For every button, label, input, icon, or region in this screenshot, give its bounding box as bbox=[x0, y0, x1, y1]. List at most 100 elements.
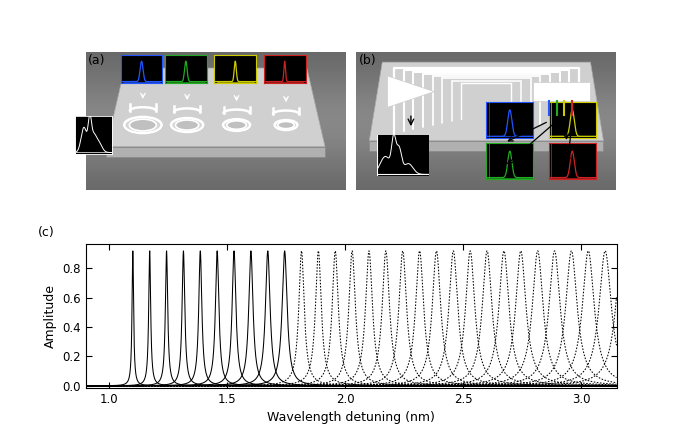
Bar bbox=[86, 103, 346, 105]
Bar bbox=[86, 61, 346, 63]
Bar bbox=[86, 122, 346, 124]
Bar bbox=[86, 106, 346, 108]
Bar bbox=[356, 133, 616, 134]
Bar bbox=[86, 87, 346, 89]
Bar bbox=[356, 169, 616, 171]
Bar bbox=[356, 187, 616, 188]
Bar bbox=[86, 112, 346, 113]
Bar bbox=[86, 105, 346, 106]
Bar bbox=[356, 96, 616, 98]
Bar bbox=[86, 160, 346, 162]
Bar bbox=[356, 52, 616, 54]
Bar bbox=[356, 122, 616, 124]
Bar bbox=[86, 52, 346, 54]
Bar bbox=[356, 98, 616, 99]
Ellipse shape bbox=[223, 119, 250, 131]
Bar bbox=[86, 89, 346, 91]
Bar bbox=[356, 89, 616, 91]
Bar bbox=[86, 65, 346, 66]
Bar bbox=[356, 73, 616, 75]
Bar bbox=[356, 166, 616, 167]
Bar bbox=[86, 94, 346, 96]
Bar bbox=[86, 187, 346, 188]
Bar bbox=[356, 54, 616, 56]
Bar bbox=[86, 148, 346, 150]
Bar bbox=[356, 56, 616, 58]
Bar bbox=[356, 87, 616, 89]
Bar bbox=[86, 143, 346, 145]
Ellipse shape bbox=[123, 118, 163, 135]
Bar bbox=[356, 129, 616, 131]
Bar bbox=[86, 180, 346, 181]
Bar bbox=[86, 82, 346, 84]
Bar bbox=[356, 126, 616, 127]
Bar bbox=[86, 188, 346, 190]
Bar bbox=[356, 185, 616, 187]
Text: (a): (a) bbox=[88, 54, 105, 67]
Bar bbox=[86, 85, 346, 87]
Bar bbox=[356, 70, 616, 72]
Bar bbox=[86, 101, 346, 103]
Ellipse shape bbox=[170, 119, 205, 133]
Ellipse shape bbox=[277, 122, 295, 129]
Bar bbox=[86, 63, 346, 65]
Bar bbox=[356, 180, 616, 181]
Bar bbox=[86, 134, 346, 136]
Bar bbox=[356, 72, 616, 73]
Bar bbox=[356, 78, 616, 80]
Bar bbox=[86, 51, 346, 52]
Bar bbox=[356, 75, 616, 77]
Bar bbox=[86, 173, 346, 174]
Bar bbox=[86, 157, 346, 159]
Bar bbox=[86, 75, 346, 77]
Bar bbox=[86, 126, 346, 127]
Bar bbox=[356, 112, 616, 113]
Bar bbox=[356, 164, 616, 166]
Bar bbox=[356, 59, 616, 61]
Bar bbox=[356, 94, 616, 96]
Bar bbox=[86, 59, 346, 61]
Bar bbox=[356, 153, 616, 155]
Bar bbox=[86, 66, 346, 68]
Bar bbox=[356, 183, 616, 185]
Bar bbox=[86, 136, 346, 138]
Bar bbox=[356, 173, 616, 174]
Bar bbox=[356, 140, 616, 141]
Ellipse shape bbox=[275, 120, 297, 130]
Bar bbox=[86, 167, 346, 169]
Bar bbox=[356, 66, 616, 68]
Bar bbox=[356, 148, 616, 150]
Bar bbox=[356, 124, 616, 126]
Bar bbox=[86, 92, 346, 94]
Bar bbox=[356, 146, 616, 148]
Bar bbox=[86, 171, 346, 173]
Bar bbox=[86, 183, 346, 185]
Bar bbox=[356, 136, 616, 138]
Bar bbox=[356, 84, 616, 85]
Polygon shape bbox=[388, 76, 434, 107]
Bar bbox=[356, 82, 616, 84]
Bar bbox=[356, 113, 616, 115]
Bar bbox=[86, 131, 346, 133]
Bar bbox=[356, 145, 616, 146]
Bar bbox=[356, 106, 616, 108]
Text: (c): (c) bbox=[38, 226, 55, 239]
Bar bbox=[86, 127, 346, 129]
Polygon shape bbox=[106, 68, 325, 146]
Bar bbox=[86, 141, 346, 143]
Bar bbox=[86, 117, 346, 119]
Ellipse shape bbox=[273, 121, 299, 131]
Y-axis label: Amplitude: Amplitude bbox=[44, 284, 57, 348]
Ellipse shape bbox=[129, 119, 156, 131]
Bar bbox=[356, 141, 616, 143]
Bar bbox=[86, 96, 346, 98]
Bar bbox=[356, 105, 616, 106]
Bar bbox=[86, 181, 346, 183]
Bar bbox=[356, 171, 616, 173]
Bar bbox=[86, 54, 346, 56]
Bar bbox=[356, 80, 616, 82]
Ellipse shape bbox=[124, 117, 162, 133]
Bar bbox=[86, 146, 346, 148]
Bar bbox=[86, 150, 346, 152]
Bar bbox=[86, 108, 346, 110]
